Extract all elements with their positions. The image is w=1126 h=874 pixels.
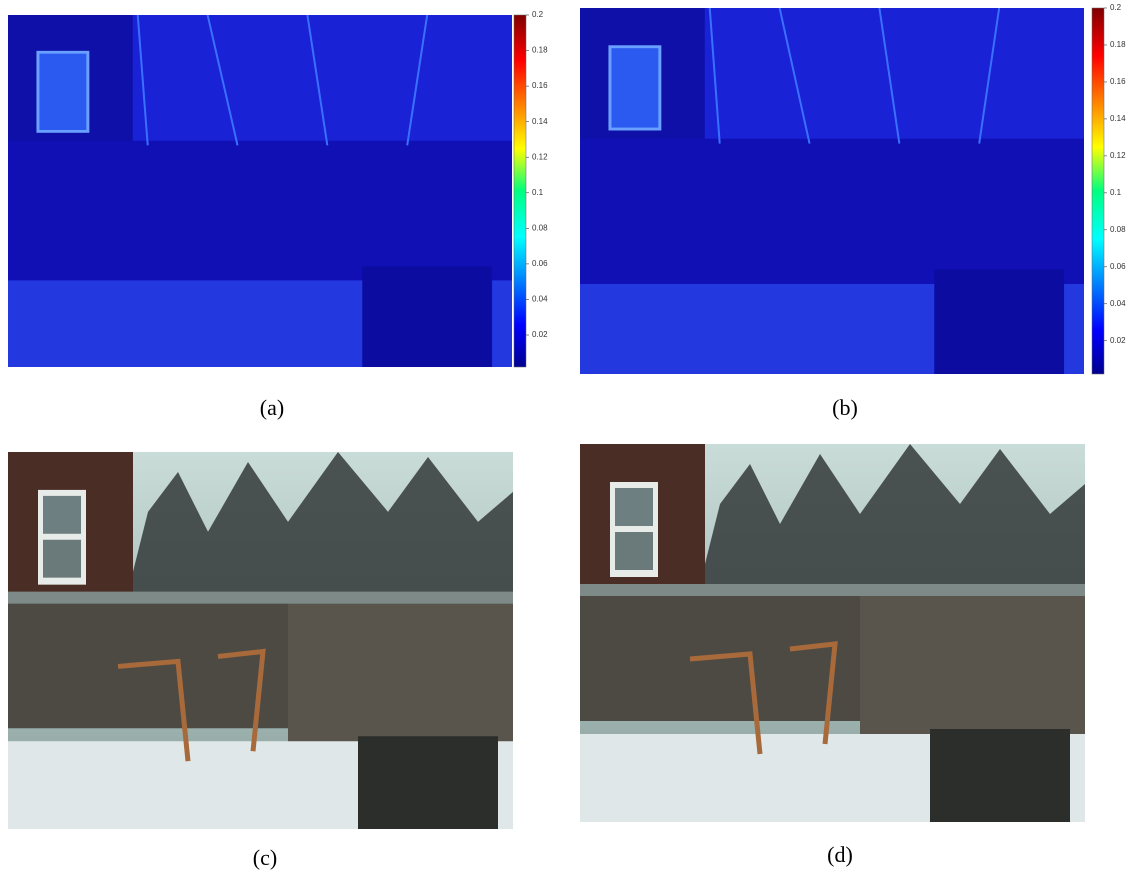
colorbar-tick-label: 0.16 — [1110, 77, 1126, 86]
colorbar-tick-label: 0.02 — [1110, 336, 1126, 345]
colorbar-tick-label: 0.2 — [532, 10, 544, 19]
caption: (a) — [260, 395, 284, 420]
colorbar-tick-label: 0.08 — [532, 223, 548, 232]
colorbar — [514, 15, 526, 367]
colorbar-tick-label: 0.2 — [1110, 3, 1122, 12]
colorbar-tick-label: 0.08 — [1110, 225, 1126, 234]
caption: (d) — [827, 842, 853, 867]
colorbar-tick-label: 0.18 — [1110, 40, 1126, 49]
colorbar-tick-label: 0.18 — [532, 46, 548, 55]
colorbar-tick-label: 0.04 — [1110, 299, 1126, 308]
colorbar-tick-label: 0.16 — [532, 81, 548, 90]
colorbar-tick-label: 0.06 — [1110, 262, 1126, 271]
colorbar-tick-label: 0.06 — [532, 259, 548, 268]
colorbar-tick-label: 0.04 — [532, 295, 548, 304]
colorbar-tick-label: 0.1 — [532, 188, 544, 197]
photo-image — [8, 452, 513, 829]
colorbar-tick-label: 0.14 — [532, 117, 548, 126]
colorbar-tick-label: 0.02 — [532, 330, 548, 339]
figure: (a) (b) (c) (d) 0.02 0.04 0.06 0.08 0.1 0.12 0… — [0, 0, 1126, 874]
heatmap-image — [8, 15, 512, 367]
colorbar-tick-label: 0.12 — [1110, 151, 1126, 160]
photo-image — [580, 444, 1085, 822]
colorbar-tick-label: 0.12 — [532, 152, 548, 161]
caption: (b) — [832, 395, 858, 420]
caption: (c) — [253, 845, 277, 870]
heatmap-image — [580, 8, 1084, 374]
colorbar — [1092, 8, 1104, 374]
colorbar-tick-label: 0.14 — [1110, 114, 1126, 123]
colorbar-tick-label: 0.1 — [1110, 188, 1122, 197]
